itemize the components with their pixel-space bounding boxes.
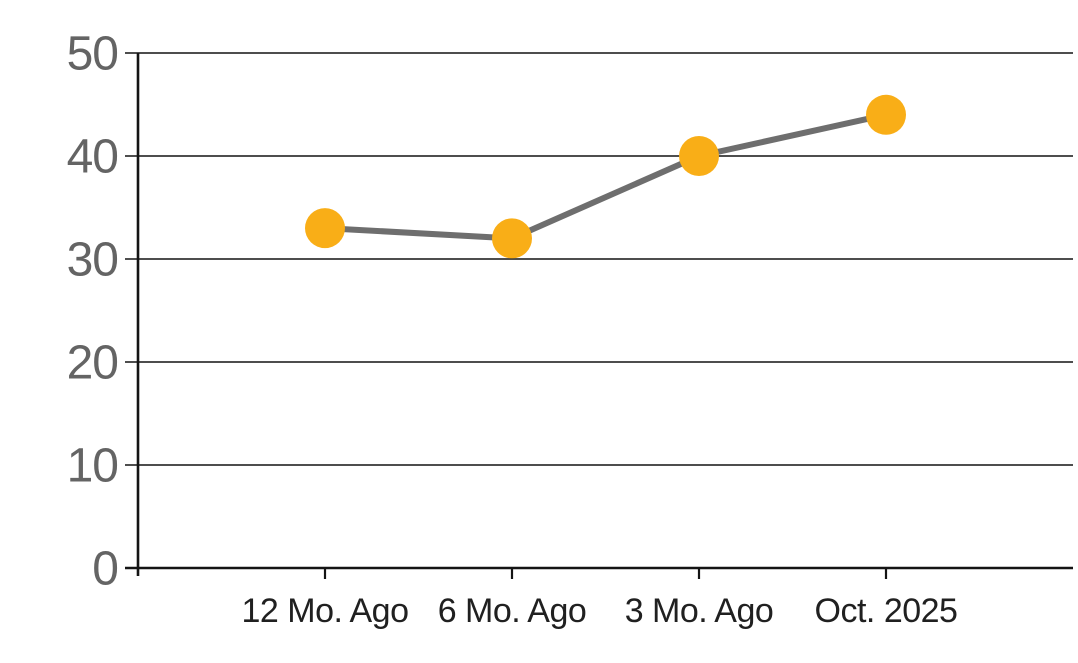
data-point-marker [679,136,719,176]
x-tick-label: 3 Mo. Ago [625,592,774,630]
y-tick-label: 20 [67,337,118,390]
data-point-marker [492,218,532,259]
y-tick-label: 30 [67,234,118,287]
y-tick-label: 10 [67,440,118,493]
x-axis: 12 Mo. Ago 6 Mo. Ago 3 Mo. Ago Oct. 2025 [125,566,1073,630]
data-point-marker [866,94,906,135]
y-tick-label: 40 [67,131,118,184]
y-tick-label: 50 [67,28,118,81]
data-point-marker [305,208,345,249]
gridlines [125,52,1073,466]
trend-line [322,111,889,242]
x-tick-label: Oct. 2025 [815,592,958,630]
x-tick-label: 6 Mo. Ago [438,592,587,630]
y-axis: 0 10 20 30 40 50 [67,28,140,596]
x-tick-label: 12 Mo. Ago [241,592,408,630]
y-tick-label: 0 [92,543,118,596]
